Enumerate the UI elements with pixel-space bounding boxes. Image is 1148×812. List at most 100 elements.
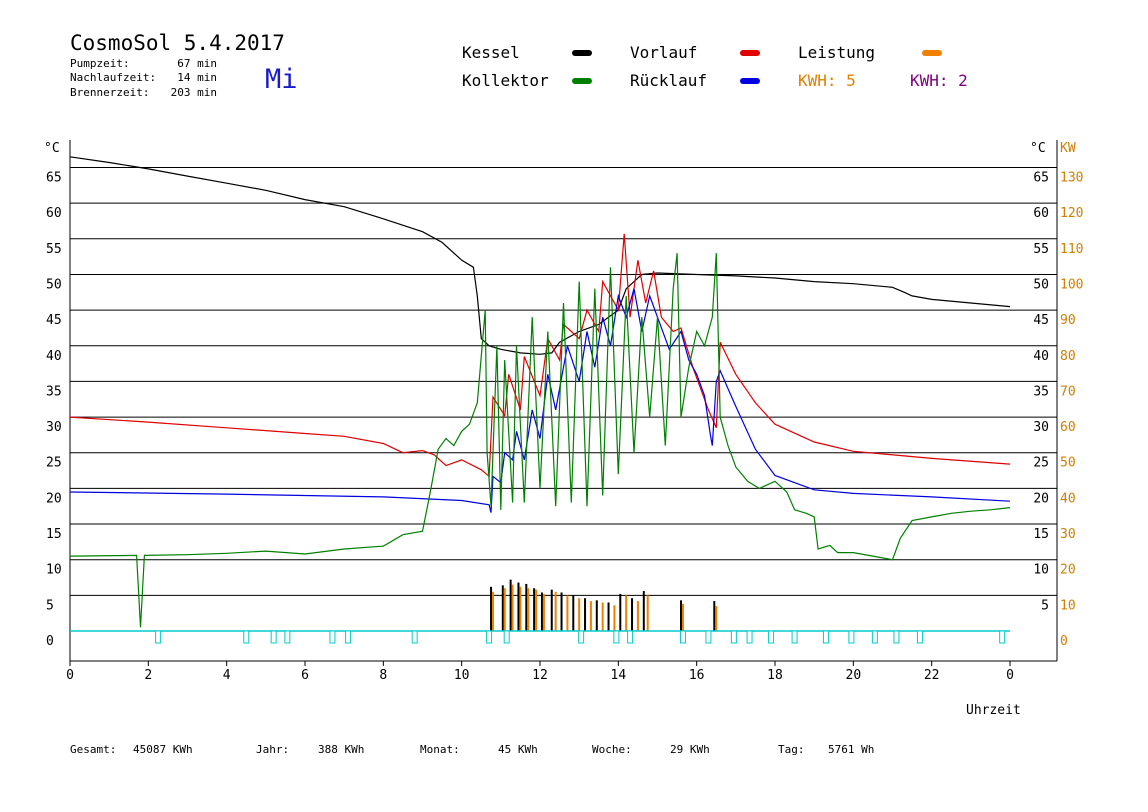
y-right-tick-label: 45 bbox=[1033, 313, 1049, 328]
kwh-orange-label: KWH: 5 bbox=[798, 71, 856, 90]
y-left-tick-label: 20 bbox=[46, 491, 62, 506]
x-tick-label: 0 bbox=[66, 668, 74, 683]
x-axis-label: Uhrzeit bbox=[966, 703, 1021, 718]
y-power-tick-label: 0 bbox=[1060, 634, 1068, 649]
stat-value-pumpzeit: 67 min bbox=[177, 57, 217, 70]
y-power-tick-label: 40 bbox=[1060, 491, 1076, 506]
y-power-tick-label: 130 bbox=[1060, 171, 1083, 186]
legend-swatch-vorlauf bbox=[740, 50, 760, 56]
footer-value-woche: 29 KWh bbox=[670, 743, 710, 756]
pump-marker bbox=[768, 630, 775, 644]
y-right-temp-unit: °C bbox=[1030, 141, 1046, 156]
y-right-temp-ticks: 5 10 15 20 25 30 35 40 45 50 55 60 65 bbox=[1033, 171, 1049, 614]
pump-marker bbox=[893, 630, 900, 644]
y-left-tick-label: 25 bbox=[46, 456, 62, 471]
y-right-tick-label: 65 bbox=[1033, 171, 1049, 186]
y-left-tick-label: 40 bbox=[46, 349, 62, 364]
y-right-tick-label: 5 bbox=[1041, 598, 1049, 613]
y-right-tick-label: 25 bbox=[1033, 456, 1049, 471]
legend-label-kessel: Kessel bbox=[462, 43, 520, 62]
pump-markers bbox=[70, 630, 1010, 644]
pump-marker bbox=[730, 630, 737, 644]
pump-marker bbox=[486, 630, 493, 644]
y-left-tick-label: 5 bbox=[46, 598, 54, 613]
y-right-tick-label: 55 bbox=[1033, 242, 1049, 257]
pump-marker bbox=[705, 630, 712, 644]
x-tick-label: 4 bbox=[223, 668, 231, 683]
x-tick-label: 18 bbox=[767, 668, 783, 683]
y-right-tick-label: 10 bbox=[1033, 563, 1049, 578]
x-ticks: 0 2 4 6 8 10 12 14 16 18 20 22 0 bbox=[66, 661, 1014, 683]
power-bars bbox=[490, 579, 718, 631]
pump-marker bbox=[411, 630, 418, 644]
pump-marker bbox=[243, 630, 250, 644]
y-left-tick-label: 50 bbox=[46, 277, 62, 292]
x-tick-label: 12 bbox=[532, 668, 548, 683]
pump-marker bbox=[999, 630, 1006, 644]
y-left-tick-label: 10 bbox=[46, 563, 62, 578]
y-right-tick-label: 60 bbox=[1033, 206, 1049, 221]
y-left-tick-label: 0 bbox=[46, 634, 54, 649]
y-right-power-unit: KW bbox=[1060, 141, 1076, 156]
y-right-power-ticks: 0 10 20 30 40 50 60 70 80 90 100 110 120 130 bbox=[1060, 171, 1083, 650]
legend-label-ruecklauf: Rücklauf bbox=[630, 71, 707, 90]
y-right-tick-label: 50 bbox=[1033, 277, 1049, 292]
footer-label-gesamt: Gesamt: bbox=[70, 743, 116, 756]
legend-label-leistung: Leistung bbox=[798, 43, 875, 62]
x-tick-label: 20 bbox=[846, 668, 862, 683]
footer-label-monat: Monat: bbox=[420, 743, 460, 756]
y-power-tick-label: 70 bbox=[1060, 384, 1076, 399]
y-left-ticks: 0 5 10 15 20 25 30 35 40 45 50 55 60 65 bbox=[46, 171, 62, 650]
series-lines bbox=[69, 156, 1011, 628]
x-tick-label: 2 bbox=[144, 668, 152, 683]
pump-marker bbox=[503, 630, 510, 644]
y-right-tick-label: 40 bbox=[1033, 349, 1049, 364]
series-line-kessel bbox=[69, 156, 1011, 355]
footer-value-gesamt: 45087 KWh bbox=[133, 743, 193, 756]
x-tick-label: 22 bbox=[924, 668, 940, 683]
y-power-tick-label: 60 bbox=[1060, 420, 1076, 435]
pump-marker bbox=[822, 630, 829, 644]
grid-lines bbox=[70, 167, 1057, 596]
kwh-purple-label: KWH: 2 bbox=[910, 71, 968, 90]
x-tick-label: 8 bbox=[379, 668, 387, 683]
legend-label-vorlauf: Vorlauf bbox=[630, 43, 697, 62]
pump-marker bbox=[627, 630, 634, 644]
y-power-tick-label: 50 bbox=[1060, 456, 1076, 471]
pump-marker bbox=[155, 630, 162, 644]
legend-swatch-kessel bbox=[572, 50, 592, 56]
stat-value-nachlaufzeit: 14 min bbox=[177, 71, 217, 84]
y-left-tick-label: 15 bbox=[46, 527, 62, 542]
y-power-tick-label: 120 bbox=[1060, 206, 1083, 221]
y-power-tick-label: 80 bbox=[1060, 349, 1076, 364]
x-tick-label: 6 bbox=[301, 668, 309, 683]
x-tick-label: 10 bbox=[454, 668, 470, 683]
y-power-tick-label: 100 bbox=[1060, 277, 1083, 292]
y-power-tick-label: 10 bbox=[1060, 598, 1076, 613]
pump-marker bbox=[329, 630, 336, 644]
legend-swatch-ruecklauf bbox=[740, 78, 760, 84]
weekday-label: Mi bbox=[265, 64, 298, 95]
y-left-tick-label: 55 bbox=[46, 242, 62, 257]
y-left-unit: °C bbox=[44, 141, 60, 156]
x-tick-label: 16 bbox=[689, 668, 705, 683]
pump-marker bbox=[791, 630, 798, 644]
pump-marker bbox=[871, 630, 878, 644]
pump-marker bbox=[613, 630, 620, 644]
stat-label-nachlaufzeit: Nachlaufzeit: bbox=[70, 71, 156, 84]
y-power-tick-label: 110 bbox=[1060, 242, 1083, 257]
pump-marker bbox=[345, 630, 352, 644]
y-left-tick-label: 65 bbox=[46, 171, 62, 186]
stat-value-brennerzeit: 203 min bbox=[171, 86, 217, 99]
y-power-tick-label: 30 bbox=[1060, 527, 1076, 542]
series-line-kollektor bbox=[69, 253, 1011, 628]
x-tick-label: 14 bbox=[611, 668, 627, 683]
pump-marker bbox=[578, 630, 585, 644]
stat-label-brennerzeit: Brennerzeit: bbox=[70, 86, 149, 99]
y-left-tick-label: 30 bbox=[46, 420, 62, 435]
footer-value-monat: 45 KWh bbox=[498, 743, 538, 756]
footer-value-jahr: 388 KWh bbox=[318, 743, 364, 756]
footer-label-jahr: Jahr: bbox=[256, 743, 289, 756]
stat-label-pumpzeit: Pumpzeit: bbox=[70, 57, 130, 70]
